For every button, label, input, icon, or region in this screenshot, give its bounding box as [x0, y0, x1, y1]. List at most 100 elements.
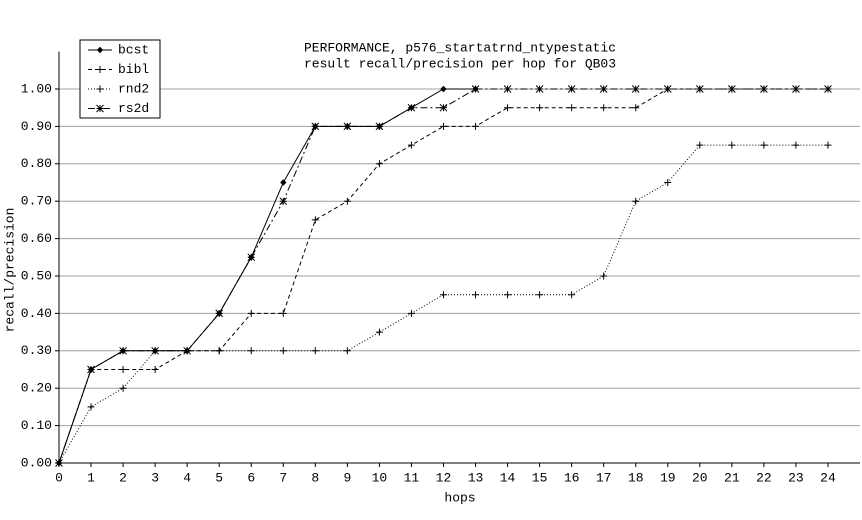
x-tick-label: 8 — [311, 470, 319, 485]
chart-subtitle: result recall/precision per hop for QB03 — [304, 56, 616, 71]
legend-label: rs2d — [118, 101, 149, 116]
data-point — [215, 309, 224, 318]
data-point — [343, 122, 352, 131]
data-point — [311, 347, 319, 355]
x-tick-label: 18 — [628, 470, 644, 485]
data-point — [119, 346, 127, 355]
data-point — [696, 141, 704, 149]
data-point — [503, 85, 512, 93]
y-axis-label: recall/precision — [2, 208, 17, 333]
data-point — [536, 291, 544, 299]
data-point — [119, 366, 127, 373]
x-tick-label: 3 — [151, 470, 159, 485]
data-point — [87, 403, 95, 411]
data-point — [279, 197, 288, 206]
data-point — [183, 346, 192, 355]
data-point — [600, 272, 608, 280]
y-tick-label: 0.20 — [21, 381, 52, 396]
chart-title: PERFORMANCE, p576_startatrnd_ntypestatic — [304, 40, 616, 55]
data-point — [279, 309, 287, 317]
x-tick-label: 10 — [372, 470, 388, 485]
data-point — [792, 141, 800, 149]
data-point — [695, 85, 704, 93]
y-tick-label: 0.30 — [21, 343, 52, 358]
y-tick-label: 0.60 — [21, 231, 52, 246]
data-point — [375, 160, 383, 168]
data-point — [568, 104, 576, 112]
legend-marker — [96, 104, 104, 113]
data-point — [87, 365, 95, 374]
data-point — [440, 85, 447, 93]
x-tick-label: 23 — [788, 470, 804, 485]
data-point — [55, 459, 63, 467]
data-point — [727, 85, 736, 93]
data-point — [599, 85, 608, 93]
data-point — [760, 141, 768, 149]
data-point — [311, 216, 319, 224]
y-tick-label: 0.40 — [21, 306, 52, 321]
data-point — [504, 291, 512, 299]
data-point — [151, 346, 159, 355]
data-point — [215, 347, 223, 355]
data-point — [504, 104, 512, 112]
data-point — [824, 141, 832, 149]
legend-marker — [96, 46, 104, 54]
legend-marker — [96, 85, 104, 93]
x-tick-label: 14 — [500, 470, 516, 485]
data-point — [760, 85, 768, 93]
data-point — [535, 85, 544, 93]
data-point — [280, 179, 287, 186]
y-tick-label: 0.90 — [21, 119, 52, 134]
legend-box — [79, 39, 161, 119]
x-tick-label: 21 — [724, 470, 740, 485]
x-tick-label: 12 — [436, 470, 452, 485]
y-tick-label: 0.70 — [21, 194, 52, 209]
y-tick-label: 0.50 — [21, 268, 52, 283]
data-point — [375, 122, 384, 131]
data-point — [151, 366, 159, 373]
y-tick-label: 0.10 — [21, 418, 52, 433]
data-point — [536, 104, 544, 112]
x-tick-label: 5 — [215, 470, 223, 485]
legend-marker — [96, 66, 104, 73]
legend-label: bibl — [118, 62, 149, 77]
x-tick-label: 19 — [660, 470, 676, 485]
data-point — [568, 291, 576, 299]
data-point — [247, 347, 255, 355]
data-point — [247, 253, 256, 262]
data-point — [439, 291, 447, 299]
x-tick-label: 1 — [87, 470, 95, 485]
data-point — [311, 122, 320, 131]
data-point — [664, 179, 672, 186]
data-point — [567, 85, 576, 93]
data-point — [663, 85, 672, 93]
data-point — [439, 103, 448, 112]
x-tick-label: 9 — [343, 470, 351, 485]
x-tick-label: 15 — [532, 470, 548, 485]
x-tick-label: 22 — [756, 470, 772, 485]
x-axis-label: hops — [444, 490, 475, 505]
data-point — [632, 197, 640, 205]
y-tick-label: 1.00 — [21, 81, 52, 96]
data-point — [824, 85, 832, 93]
data-point — [439, 122, 447, 130]
x-tick-label: 7 — [279, 470, 287, 485]
data-point — [631, 85, 640, 93]
x-tick-label: 20 — [692, 470, 708, 485]
data-point — [279, 347, 287, 355]
data-point — [375, 328, 383, 336]
data-point — [728, 141, 736, 149]
x-tick-label: 2 — [119, 470, 127, 485]
data-point — [407, 141, 415, 149]
x-tick-label: 17 — [596, 470, 612, 485]
x-tick-label: 13 — [468, 470, 484, 485]
data-point — [472, 122, 480, 130]
y-tick-label: 0.80 — [21, 156, 52, 171]
data-point — [792, 85, 800, 93]
legend-label: rnd2 — [118, 81, 149, 96]
data-point — [600, 104, 608, 112]
x-tick-label: 0 — [55, 470, 63, 485]
legend-label: bcst — [118, 42, 149, 57]
data-point — [632, 104, 640, 112]
